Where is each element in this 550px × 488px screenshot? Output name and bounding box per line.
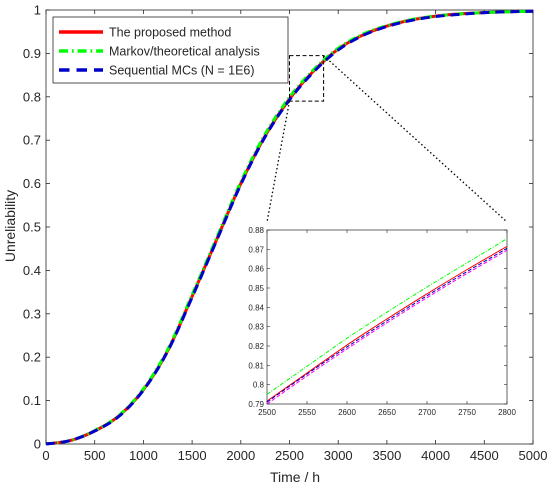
main-ticks: 0 500 1000 1500 2000 2500 3000 3500 4000 4500 5000… <box>23 3 548 464</box>
inset-x-tick-label: 2750 <box>458 408 476 417</box>
zoom-connector-left <box>266 101 291 223</box>
inset-series-line-3 <box>267 249 507 404</box>
x-tick-label: 1500 <box>178 448 207 463</box>
inset-y-tick-label: 0.81 <box>248 361 264 370</box>
legend-label-2: Sequential MCs (N = 1E6) <box>109 64 255 78</box>
x-tick-label: 500 <box>84 448 106 463</box>
inset-y-tick-label: 0.83 <box>248 323 264 332</box>
x-tick-label: 1000 <box>129 448 158 463</box>
x-tick-label: 0 <box>42 448 49 463</box>
inset-chart: 2500 2550 2600 2650 2700 2750 2800 0.79 0.8 0.81 0… <box>240 224 516 420</box>
inset-y-tick-label: 0.85 <box>248 284 264 293</box>
inset-x-tick-label: 2800 <box>498 408 516 417</box>
inset-y-tick-label: 0.8 <box>253 381 265 390</box>
inset-plot-frame <box>266 229 508 405</box>
x-tick-label: 4000 <box>421 448 450 463</box>
y-tick-label: 0.1 <box>23 393 41 408</box>
main-plot <box>45 9 534 446</box>
inset-x-tick-label: 2700 <box>418 408 436 417</box>
legend-label-1: Markov/theoretical analysis <box>109 45 260 59</box>
y-tick-label: 0.6 <box>23 176 41 191</box>
x-tick-label: 2500 <box>275 448 304 463</box>
inset-series-line-2 <box>267 247 507 403</box>
inset-y-tick-label: 0.86 <box>248 265 264 274</box>
inset-y-tick-label: 0.79 <box>248 400 264 409</box>
inset-y-tick-label: 0.84 <box>248 303 264 312</box>
y-tick-label: 0.8 <box>23 89 41 104</box>
y-tick-label: 0.4 <box>23 263 41 278</box>
y-tick-label: 0 <box>34 437 41 452</box>
y-tick-label: 1 <box>34 3 41 18</box>
x-axis-label: Time / h <box>270 469 320 485</box>
inset-x-tick-label: 2550 <box>298 408 316 417</box>
x-tick-label: 5000 <box>519 448 548 463</box>
series-line-2 <box>45 9 534 446</box>
zoom-connectors <box>266 55 508 223</box>
y-tick-label: 0.3 <box>23 306 41 321</box>
inset-series-line-0 <box>267 245 507 402</box>
inset-series-line-1 <box>267 238 507 395</box>
inset-x-tick-label: 2500 <box>258 408 276 417</box>
inset-y-tick-label: 0.87 <box>248 245 264 254</box>
x-tick-label: 2000 <box>226 448 255 463</box>
inset-x-tick-label: 2650 <box>378 408 396 417</box>
x-tick-label: 4500 <box>470 448 499 463</box>
inset-plot <box>267 238 507 404</box>
zoom-box-rect <box>289 55 325 102</box>
y-tick-label: 0.2 <box>23 350 41 365</box>
y-tick-label: 0.7 <box>23 133 41 148</box>
inset-x-tick-label: 2600 <box>338 408 356 417</box>
y-axis-label: Unreliability <box>2 190 18 262</box>
y-tick-label: 0.9 <box>23 46 41 61</box>
y-tick-label: 0.5 <box>23 220 41 235</box>
inset-y-tick-label: 0.88 <box>248 226 264 235</box>
x-tick-label: 3500 <box>372 448 401 463</box>
x-tick-label: 3000 <box>324 448 353 463</box>
inset-y-tick-label: 0.82 <box>248 342 264 351</box>
zoom-connector-right <box>323 55 508 223</box>
legend-label-0: The proposed method <box>109 26 231 40</box>
legend: The proposed method Markov/theoretical an… <box>52 16 289 84</box>
zoom-box <box>289 55 325 102</box>
